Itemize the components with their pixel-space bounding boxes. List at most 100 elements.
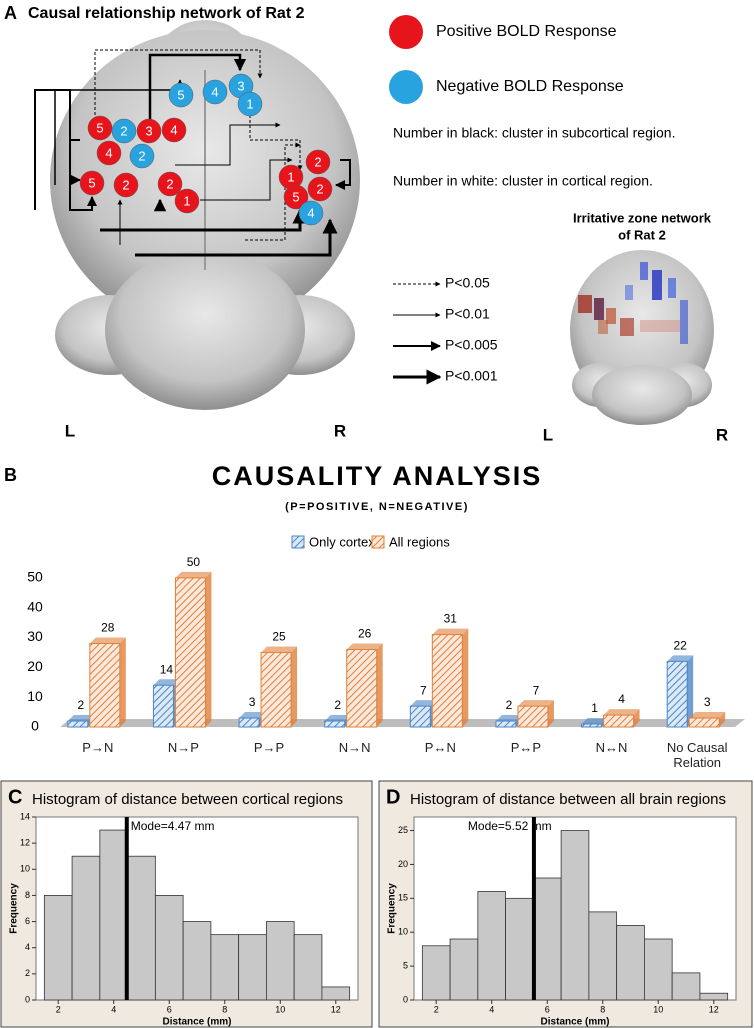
- hist-bar: [671, 972, 701, 1001]
- node: [79, 170, 105, 196]
- value-label: 22: [674, 639, 688, 653]
- significance-label: P<0.01: [445, 306, 490, 322]
- bar-top: [324, 715, 351, 722]
- bar: [260, 651, 292, 728]
- y-tick-label: 10: [27, 688, 43, 704]
- panel-letter: D: [386, 786, 400, 808]
- value-label: 26: [358, 627, 372, 641]
- bar-side: [462, 628, 469, 727]
- node-label: 3: [237, 78, 244, 93]
- bar: [688, 717, 720, 728]
- hist-bar: [588, 911, 618, 1001]
- hist-bar: [699, 992, 729, 1001]
- legend-label: Negative BOLD Response: [436, 78, 624, 95]
- y-axis-label: Frequency: [387, 883, 398, 934]
- node: [168, 82, 194, 108]
- bar: [581, 723, 603, 728]
- chart-title: CAUSALITY ANALYSIS: [212, 461, 543, 491]
- x-tick-label: P↔P: [510, 740, 542, 755]
- node-label: 2: [166, 176, 173, 191]
- y-tick-label: 2: [25, 968, 30, 978]
- y-tick-label: 30: [27, 628, 43, 644]
- hist-bar: [477, 891, 507, 1001]
- node-label: 3: [145, 123, 152, 138]
- bar-top: [239, 712, 266, 719]
- hist-bar: [643, 938, 673, 1001]
- hist-bar: [182, 921, 212, 1001]
- x-tick-label: P→P: [253, 740, 285, 755]
- chart-title: Histogram of distance between all brain …: [410, 791, 726, 808]
- node-label: 2: [122, 177, 129, 192]
- value-label: 14: [160, 662, 174, 676]
- panel-title: Causal relationship network of Rat 2: [28, 5, 305, 22]
- bar-top: [603, 709, 640, 716]
- y-tick-label: 10: [398, 927, 408, 937]
- hist-bar: [99, 829, 129, 1001]
- node: [157, 171, 183, 197]
- legend-swatch: [389, 15, 423, 49]
- x-tick-label: 6: [167, 1004, 172, 1014]
- bar-top: [495, 715, 522, 722]
- bar: [517, 705, 549, 728]
- hist-bar: [421, 945, 451, 1001]
- hist-bar: [449, 938, 479, 1001]
- node-label: 2: [138, 148, 145, 163]
- node-label: 5: [177, 87, 184, 102]
- significance-label: P<0.005: [445, 337, 498, 353]
- value-label: 28: [101, 621, 115, 635]
- bar: [495, 720, 517, 728]
- node-label: 4: [211, 84, 218, 99]
- node: [283, 184, 309, 210]
- bar: [174, 577, 206, 728]
- node-label: 1: [183, 193, 190, 208]
- hist-bar: [505, 897, 534, 1001]
- hist-bar: [532, 877, 562, 1001]
- bar: [89, 643, 121, 728]
- bar-side: [119, 637, 126, 727]
- legend-label: Positive BOLD Response: [436, 23, 617, 40]
- value-label: 1: [591, 701, 598, 715]
- hist-bar: [210, 934, 240, 1001]
- x-axis-label: Distance (mm): [163, 1017, 232, 1028]
- bar: [324, 720, 346, 728]
- x-tick-label: 12: [709, 1004, 719, 1014]
- panel-letter: B: [4, 465, 17, 485]
- bar-side: [687, 655, 694, 727]
- note: Number in white: cluster in cortical reg…: [393, 173, 653, 189]
- node: [237, 91, 263, 117]
- hist-bar: [154, 895, 184, 1001]
- value-label: 31: [444, 612, 458, 626]
- annotation: Mode=5.52 mm: [468, 819, 552, 833]
- inset-title: of Rat 2: [618, 227, 666, 242]
- x-tick-label: 4: [489, 1004, 494, 1014]
- bar-top: [261, 646, 298, 653]
- bar: [152, 684, 174, 728]
- side-label: L: [543, 425, 553, 444]
- node-label: 1: [287, 169, 294, 184]
- bar: [238, 717, 260, 728]
- value-label: 2: [77, 698, 84, 712]
- node-label: 4: [105, 145, 112, 160]
- bar: [666, 660, 688, 728]
- node-label: 5: [96, 120, 103, 135]
- y-tick-label: 20: [398, 859, 408, 869]
- chart-subtitle: (P=POSITIVE, N=NEGATIVE): [285, 501, 469, 513]
- bar-top: [581, 718, 608, 725]
- x-tick-label: P↔N: [424, 740, 456, 755]
- value-label: 7: [420, 683, 427, 697]
- y-tick-label: 50: [27, 569, 43, 585]
- side-label: R: [716, 425, 728, 444]
- legend-label: Only cortex: [309, 534, 375, 549]
- x-tick-label: N→P: [167, 740, 199, 755]
- side-label: L: [65, 421, 75, 440]
- node: [298, 200, 324, 226]
- x-tick-label: 8: [600, 1004, 605, 1014]
- annotation: Mode=4.47 mm: [131, 819, 215, 833]
- value-label: 25: [272, 630, 286, 644]
- y-tick-label: 10: [20, 864, 30, 874]
- x-tick-label: 12: [331, 1004, 341, 1014]
- y-tick-label: 15: [398, 893, 408, 903]
- bar-top: [89, 637, 126, 644]
- node-label: 2: [120, 123, 127, 138]
